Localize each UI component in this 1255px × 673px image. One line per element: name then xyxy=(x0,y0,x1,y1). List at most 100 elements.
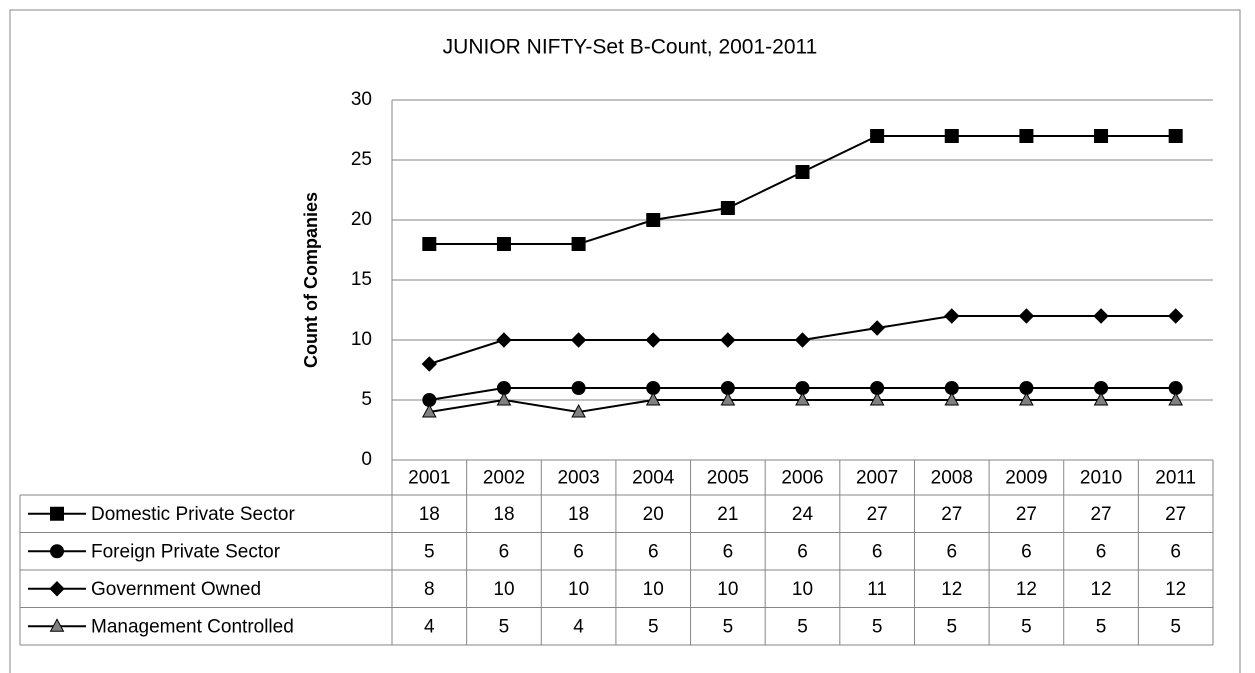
x-tick-label: 2006 xyxy=(781,468,823,489)
table-value: 27 xyxy=(1016,504,1037,525)
x-tick-label: 2007 xyxy=(856,468,898,489)
marker xyxy=(421,403,437,418)
chart-title: JUNIOR NIFTY-Set B-Count, 2001-2011 xyxy=(443,36,818,59)
x-tick-label: 2004 xyxy=(632,468,675,489)
y-tick-label: 20 xyxy=(351,209,372,230)
table-value: 6 xyxy=(499,541,510,562)
marker xyxy=(869,391,885,406)
marker xyxy=(870,129,885,143)
marker xyxy=(571,381,586,395)
marker xyxy=(496,332,512,348)
table-value: 5 xyxy=(1170,616,1181,637)
marker xyxy=(422,237,437,251)
table-value: 10 xyxy=(717,579,738,600)
marker xyxy=(1094,129,1109,143)
table-value: 6 xyxy=(797,541,808,562)
series-line xyxy=(429,135,1176,245)
table-value: 5 xyxy=(946,616,957,637)
table-value: 4 xyxy=(573,616,584,637)
table-value: 6 xyxy=(872,541,883,562)
marker xyxy=(1093,308,1109,324)
table-value: 12 xyxy=(1090,579,1111,600)
table-value: 27 xyxy=(941,504,962,525)
marker xyxy=(570,332,587,348)
table-value: 6 xyxy=(1170,541,1181,562)
table-value: 4 xyxy=(424,616,435,637)
legend-label: Government Owned xyxy=(91,579,261,600)
marker xyxy=(496,237,511,251)
x-tick-label: 2001 xyxy=(408,468,450,489)
table-value: 8 xyxy=(424,579,435,600)
y-tick-label: 25 xyxy=(351,149,372,170)
table-value: 12 xyxy=(941,579,962,600)
marker xyxy=(944,308,960,324)
marker xyxy=(496,391,512,406)
table-value: 10 xyxy=(568,579,589,600)
y-axis-label: Count of Companies xyxy=(301,192,321,368)
table-value: 5 xyxy=(797,616,808,637)
x-tick-label: 2005 xyxy=(707,468,749,489)
table-value: 10 xyxy=(792,579,813,600)
legend-marker xyxy=(49,618,65,632)
x-tick-label: 2008 xyxy=(931,468,973,489)
table-value: 18 xyxy=(493,504,514,525)
marker xyxy=(571,237,586,251)
table-value: 5 xyxy=(499,616,510,637)
marker xyxy=(944,129,959,143)
y-tick-label: 15 xyxy=(351,269,372,290)
marker xyxy=(571,403,586,418)
y-tick-label: 5 xyxy=(361,389,372,410)
table-value: 27 xyxy=(1090,504,1111,525)
legend-marker xyxy=(50,506,64,521)
table-value: 24 xyxy=(792,504,814,525)
x-tick-label: 2010 xyxy=(1080,468,1122,489)
y-tick-label: 10 xyxy=(351,329,372,350)
marker xyxy=(720,391,736,406)
table-value: 5 xyxy=(1021,616,1032,637)
table-value: 6 xyxy=(1096,541,1107,562)
table-value: 27 xyxy=(867,504,888,525)
marker xyxy=(869,320,885,336)
marker xyxy=(795,165,810,179)
legend-marker xyxy=(50,544,64,559)
table-value: 27 xyxy=(1165,504,1186,525)
marker xyxy=(645,332,661,348)
legend-marker xyxy=(49,581,65,597)
marker xyxy=(794,332,811,348)
legend-label: Foreign Private Sector xyxy=(91,541,281,562)
table-value: 11 xyxy=(867,579,887,600)
marker xyxy=(944,391,960,406)
marker xyxy=(1093,391,1109,406)
table-value: 6 xyxy=(1021,541,1032,562)
marker xyxy=(645,391,661,406)
table-value: 10 xyxy=(643,579,664,600)
legend-label: Management Controlled xyxy=(91,616,294,637)
marker xyxy=(1168,391,1184,406)
table-value: 20 xyxy=(643,504,664,525)
marker xyxy=(1167,308,1184,324)
table-value: 21 xyxy=(717,504,738,525)
marker xyxy=(1168,129,1183,143)
marker xyxy=(1018,308,1035,324)
marker xyxy=(1019,391,1034,406)
table-value: 12 xyxy=(1016,579,1037,600)
marker xyxy=(1019,129,1034,143)
marker xyxy=(421,356,438,372)
x-tick-label: 2011 xyxy=(1155,468,1196,489)
table-value: 5 xyxy=(648,616,659,637)
marker xyxy=(720,201,735,215)
chart-border xyxy=(9,9,1241,673)
table-value: 10 xyxy=(493,579,514,600)
table-value: 18 xyxy=(568,504,589,525)
table-value: 5 xyxy=(723,616,734,637)
table-value: 6 xyxy=(648,541,659,562)
table-value: 12 xyxy=(1165,579,1186,600)
y-tick-label: 0 xyxy=(361,449,372,470)
table-value: 6 xyxy=(723,541,734,562)
x-tick-label: 2003 xyxy=(557,468,599,489)
table-value: 6 xyxy=(573,541,584,562)
x-tick-label: 2009 xyxy=(1005,468,1047,489)
legend-label: Domestic Private Sector xyxy=(91,504,295,525)
table-value: 6 xyxy=(946,541,957,562)
